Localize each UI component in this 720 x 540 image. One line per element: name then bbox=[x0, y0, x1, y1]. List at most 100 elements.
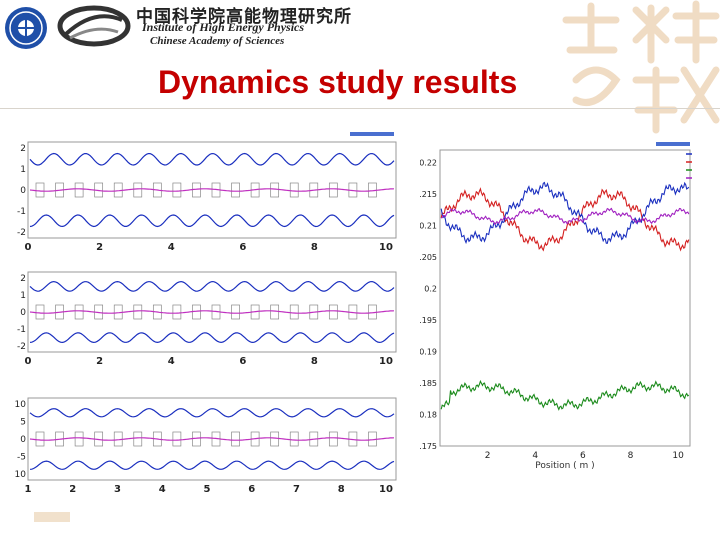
y-tick-label: 0.22 bbox=[420, 159, 437, 168]
plot-legend bbox=[686, 153, 692, 179]
x-tick-label: 8 bbox=[338, 484, 345, 495]
y-tick-label: -2 bbox=[17, 228, 26, 238]
plot-header-label bbox=[350, 132, 394, 136]
magnet-element bbox=[328, 182, 338, 198]
upper-orbit-curve bbox=[440, 187, 690, 252]
x-tick-label: 6 bbox=[248, 484, 255, 495]
y-tick-label: 0.205 bbox=[420, 253, 437, 262]
y-tick-label: 2 bbox=[20, 144, 26, 154]
y-tick-label: -1 bbox=[17, 325, 26, 335]
dispersion-plot: 1 2 3 4 5 6 7 8 10 10 5 0 -5 -10 bbox=[14, 397, 397, 495]
position-scan-plot: 2 4 6 8 10 0.22 0.215 0.21 0.205 0.2 0.195 0.19 0.18… bbox=[420, 142, 692, 470]
x-tick-label: 2 bbox=[69, 484, 76, 495]
academy-name-english: Chinese Academy of Sciences bbox=[150, 35, 285, 47]
magnet-element bbox=[133, 304, 143, 320]
x-tick-label: 8 bbox=[311, 242, 318, 253]
magnet-element bbox=[35, 304, 45, 320]
y-tick-label: 0 bbox=[20, 435, 26, 445]
plot-header-label bbox=[656, 142, 690, 146]
x-tick-label: 10 bbox=[379, 242, 393, 253]
y-tick-label: 0.19 bbox=[420, 348, 437, 357]
y-tick-label: 0.2 bbox=[424, 285, 437, 294]
y-tick-label: 0.18 bbox=[420, 411, 437, 420]
magnet-element bbox=[289, 431, 299, 447]
y-tick-label: 0.195 bbox=[420, 316, 437, 325]
x-tick-label: 2 bbox=[96, 242, 103, 253]
x-tick-label: 3 bbox=[114, 484, 121, 495]
magnet-element bbox=[35, 182, 45, 198]
magnet-element bbox=[231, 431, 240, 447]
x-tick-label: 8 bbox=[628, 451, 634, 461]
magnet-element bbox=[133, 182, 143, 198]
magnet-element bbox=[289, 304, 299, 320]
y-tick-label: 0.185 bbox=[420, 379, 437, 388]
y-tick-label: 0.175 bbox=[420, 442, 437, 451]
dispersion-curve bbox=[29, 437, 395, 441]
cas-logo bbox=[5, 7, 47, 49]
x-tick-label: 4 bbox=[159, 484, 166, 495]
y-tick-label: -1 bbox=[17, 207, 26, 217]
header-divider bbox=[0, 108, 720, 109]
x-tick-label: 8 bbox=[311, 356, 318, 367]
magnet-element bbox=[289, 182, 299, 198]
y-tick-label: 0.21 bbox=[420, 222, 437, 231]
x-axis-label: Position ( m ) bbox=[535, 461, 594, 470]
magnet-element bbox=[328, 304, 338, 320]
magnet-element bbox=[35, 431, 45, 447]
magnet-element bbox=[172, 431, 182, 447]
magnet-element bbox=[172, 182, 182, 198]
magnet-element bbox=[231, 182, 240, 198]
green-trace-curve bbox=[440, 379, 690, 411]
x-tick-label: 1 bbox=[25, 484, 32, 495]
x-tick-label: 10 bbox=[379, 484, 393, 495]
y-tick-label: 0 bbox=[20, 186, 26, 196]
magnet-element bbox=[133, 431, 143, 447]
lower-orbit-curve bbox=[440, 181, 690, 245]
y-tick-label: 0 bbox=[20, 308, 26, 318]
magnet-element bbox=[74, 431, 84, 447]
institute-name-english: Institute of High Energy Physics bbox=[142, 20, 305, 34]
x-tick-label: 4 bbox=[168, 242, 175, 253]
beta-x-curve bbox=[29, 408, 395, 418]
beta-y-curve bbox=[29, 332, 395, 344]
y-tick-label: -2 bbox=[17, 342, 26, 352]
y-tick-label: 5 bbox=[20, 418, 26, 428]
magnet-element bbox=[172, 304, 182, 320]
institute-name-chinese: 中国科学院高能物理研究所 bbox=[136, 7, 352, 27]
x-tick-label: 4 bbox=[168, 356, 175, 367]
y-tick-label: 0.215 bbox=[420, 190, 437, 199]
y-tick-label: 2 bbox=[20, 274, 26, 284]
x-tick-label: 5 bbox=[204, 484, 211, 495]
x-tick-label: 0 bbox=[25, 242, 32, 253]
magnet-element bbox=[231, 304, 240, 320]
y-tick-label: 10 bbox=[15, 400, 27, 410]
footer-decoration bbox=[34, 512, 70, 522]
x-tick-label: 4 bbox=[532, 451, 538, 461]
y-tick-label: -5 bbox=[17, 453, 26, 463]
beta-y-curve bbox=[29, 460, 395, 470]
x-tick-label: 6 bbox=[239, 242, 246, 253]
calligraphy-decoration bbox=[562, 0, 720, 134]
dispersion-curve bbox=[29, 310, 395, 314]
x-tick-label: 0 bbox=[25, 356, 32, 367]
x-tick-label: 2 bbox=[485, 451, 491, 461]
ihep-logo bbox=[57, 5, 131, 47]
y-tick-label: 1 bbox=[20, 165, 26, 175]
x-tick-label: 6 bbox=[580, 451, 586, 461]
magnet-element bbox=[74, 304, 84, 320]
x-tick-label: 6 bbox=[239, 356, 246, 367]
slide-title: Dynamics study results bbox=[158, 64, 518, 100]
x-tick-label: 2 bbox=[96, 356, 103, 367]
plot-frame bbox=[439, 149, 691, 447]
beta-x-curve bbox=[29, 152, 395, 166]
x-tick-label: 10 bbox=[672, 451, 684, 461]
x-tick-label: 10 bbox=[379, 356, 393, 367]
magnet-element bbox=[328, 431, 338, 447]
y-tick-label: 1 bbox=[20, 291, 26, 301]
x-tick-label: 7 bbox=[293, 484, 300, 495]
mean-orbit-curve bbox=[441, 207, 690, 225]
dispersion-curve bbox=[29, 188, 395, 192]
beta-y-curve bbox=[29, 214, 395, 228]
